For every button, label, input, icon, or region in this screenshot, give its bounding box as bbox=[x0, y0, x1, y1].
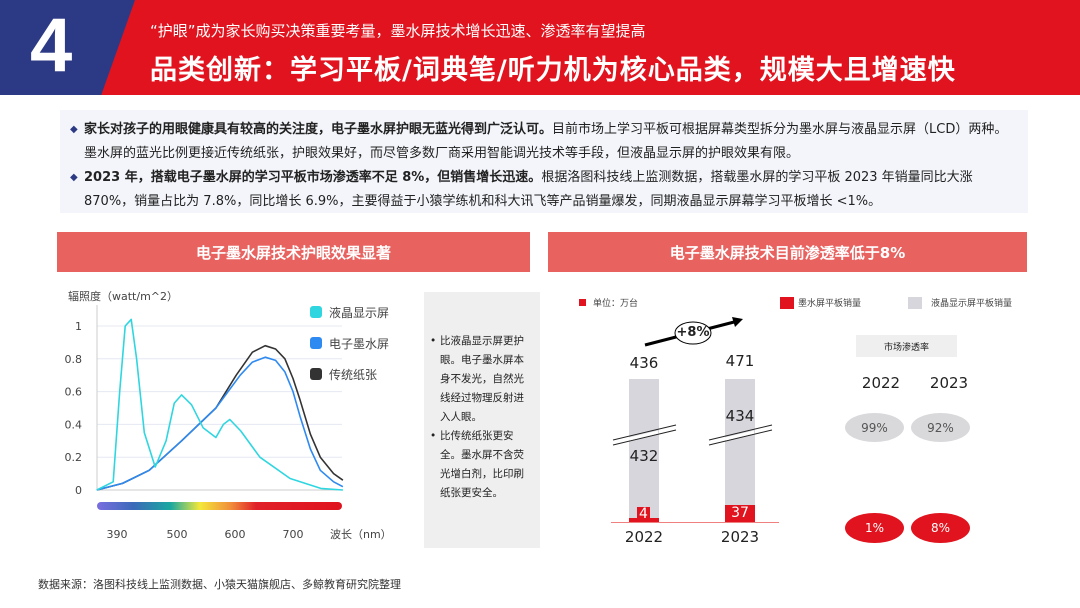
legend-swatch-eink bbox=[780, 297, 794, 309]
axis-break-icon bbox=[612, 424, 773, 446]
diamond-bullet-icon: ◆ bbox=[70, 124, 78, 135]
x-tick-label: 390 bbox=[107, 528, 128, 541]
y-tick-label: 0.8 bbox=[65, 353, 83, 366]
series-line bbox=[96, 356, 344, 491]
x-tick-label: 600 bbox=[225, 528, 246, 541]
legend-label: 传统纸张 bbox=[329, 367, 377, 382]
penetration-year-2023: 2023 bbox=[929, 374, 969, 392]
left-section-header: 电子墨水屏技术护眼效果显著 bbox=[57, 232, 530, 272]
total-2023: 471 bbox=[725, 352, 755, 370]
summary-paragraph: ◆ 家长对孩子的用眼健康具有较高的关注度，电子墨水屏护眼无蓝光得到广泛认可。目前市… bbox=[70, 118, 1016, 166]
x-label-2022: 2022 bbox=[624, 528, 664, 546]
y-axis-label: 辐照度（watt/m^2） bbox=[68, 289, 178, 303]
page-subtitle: “护眼”成为家长购买决策重要考量，墨水屏技术增长迅速、渗透率有望提高 bbox=[150, 22, 646, 40]
legend-swatch-lcd bbox=[908, 297, 922, 309]
summary-text: 目前市场上学习平板可根据屏幕类型拆分为墨水屏与液晶显示屏（LCD）两种。墨水屏的… bbox=[84, 122, 1008, 161]
summary-paragraph: ◆ 2023 年，搭载电子墨水屏的学习平板市场渗透率不足 8%，但销售增长迅速。根… bbox=[70, 166, 1016, 214]
section-number: 4 bbox=[30, 3, 73, 88]
bar-lcd-2022 bbox=[629, 379, 659, 522]
penetration-year-2022: 2022 bbox=[861, 374, 901, 392]
x-axis-label: 波长（nm） bbox=[330, 528, 392, 541]
series-line bbox=[96, 318, 343, 491]
eink-penetration-2022: 1% bbox=[845, 513, 904, 543]
growth-arrow-icon bbox=[644, 317, 743, 347]
total-2022: 436 bbox=[629, 354, 659, 372]
right-section-header: 电子墨水屏技术目前渗透率低于8% bbox=[548, 232, 1027, 272]
summary-bold: 2023 年，搭载电子墨水屏的学习平板市场渗透率不足 8%，但销售增长迅速。 bbox=[84, 170, 542, 185]
unit-marker-icon bbox=[579, 299, 586, 306]
note-item: 比液晶显示屏更护眼。电子墨水屏本身不发光，自然光线经过物理反射进入人眼。 bbox=[430, 332, 534, 427]
lcd-penetration-2022: 99% bbox=[845, 413, 904, 442]
legend-label: 液晶显示屏 bbox=[329, 305, 389, 320]
x-label-2023: 2023 bbox=[720, 528, 760, 546]
legend-swatch bbox=[310, 368, 322, 380]
summary-bold: 家长对孩子的用眼健康具有较高的关注度，电子墨水屏护眼无蓝光得到广泛认可。 bbox=[84, 122, 553, 137]
y-tick-label: 1 bbox=[75, 320, 82, 333]
header-band bbox=[0, 0, 1080, 95]
page-title: 品类创新：学习平板/词典笔/听力机为核心品类，规模大且增速快 bbox=[150, 55, 956, 86]
legend-label: 电子墨水屏 bbox=[329, 337, 389, 351]
bar-baseline bbox=[611, 522, 779, 523]
note-item: 比传统纸张更安全。墨水屏不含荧光增白剂，比印刷纸张更安全。 bbox=[430, 427, 534, 503]
notes-box: 比液晶显示屏更护眼。电子墨水屏本身不发光，自然光线经过物理反射进入人眼。 比传统… bbox=[424, 292, 540, 548]
series-line bbox=[96, 344, 344, 491]
penetration-title: 市场渗透率 bbox=[856, 335, 957, 357]
legend-eink: 墨水屏平板销量 bbox=[798, 299, 862, 309]
x-tick-label: 500 bbox=[167, 528, 188, 541]
unit-label: 单位：万台 bbox=[593, 299, 639, 309]
legend-lcd: 液晶显示屏平板销量 bbox=[931, 299, 1013, 309]
legend-swatch bbox=[310, 306, 322, 318]
bar-value-lcd-2022: 432 bbox=[629, 447, 659, 465]
y-tick-label: 0.2 bbox=[65, 451, 83, 464]
diamond-bullet-icon: ◆ bbox=[70, 172, 78, 183]
x-tick-label: 700 bbox=[283, 528, 304, 541]
bar-lcd-2023 bbox=[725, 379, 755, 522]
bar-value-eink-2022: 4 bbox=[637, 507, 650, 522]
spectrum-bar bbox=[97, 502, 342, 510]
y-tick-label: 0.4 bbox=[65, 418, 83, 431]
y-tick-label: 0 bbox=[75, 484, 82, 497]
growth-label: +8% bbox=[676, 325, 710, 340]
spectrum-line-chart: 0 0.2 0.4 0.6 0.8 1 390 500 600 700 辐照度（watt/m^2）… bbox=[65, 289, 392, 541]
eink-penetration-2023: 8% bbox=[911, 513, 970, 543]
y-tick-label: 0.6 bbox=[65, 386, 83, 399]
summary-text: 根据洛图科技线上监测数据，搭载墨水屏的学习平板 2023 年销量同比大涨 870… bbox=[84, 170, 973, 209]
bar-value-lcd-2023: 434 bbox=[725, 407, 755, 425]
summary-box: ◆ 家长对孩子的用眼健康具有较高的关注度，电子墨水屏护眼无蓝光得到广泛认可。目前市… bbox=[60, 110, 1028, 213]
data-source-footnote: 数据来源：洛图科技线上监测数据、小猿天猫旗舰店、多鲸教育研究院整理 bbox=[38, 578, 401, 591]
lcd-penetration-2023: 92% bbox=[911, 413, 970, 442]
legend-swatch bbox=[310, 337, 322, 349]
bar-value-eink-2023: 37 bbox=[725, 505, 755, 522]
